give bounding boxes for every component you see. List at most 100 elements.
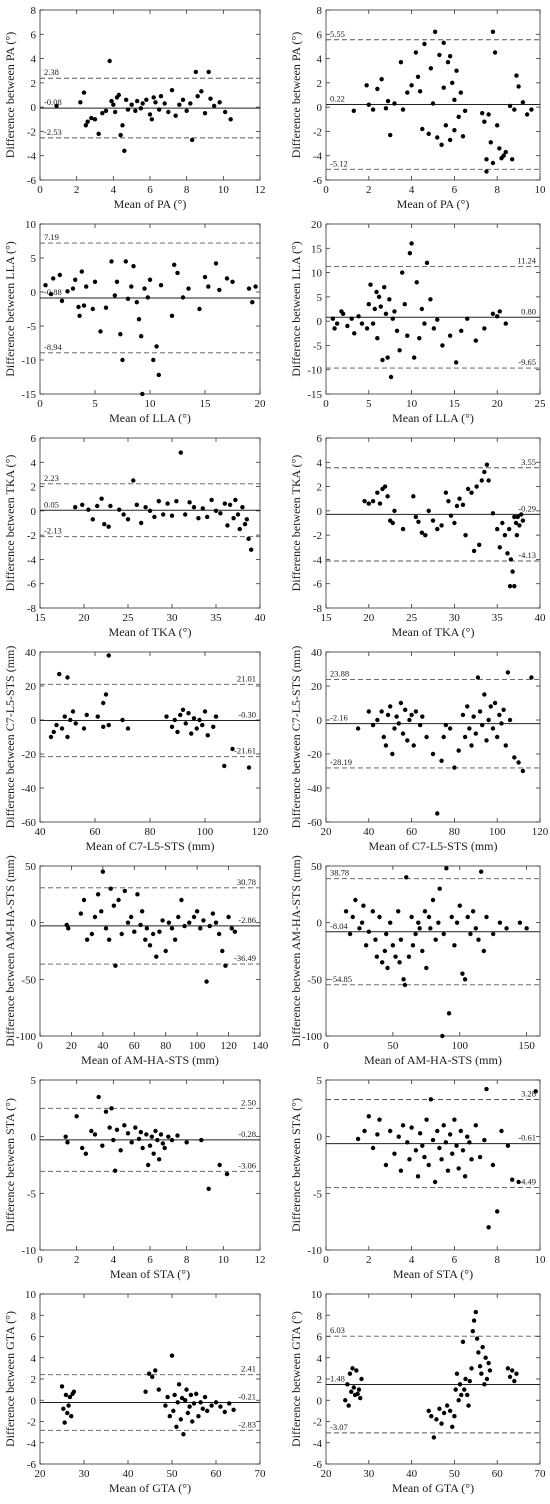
data-point xyxy=(209,1403,214,1408)
data-point xyxy=(84,937,90,942)
data-point xyxy=(392,309,397,314)
y-tick-label: -6 xyxy=(313,175,323,187)
data-point xyxy=(402,301,407,307)
data-point xyxy=(401,977,406,982)
data-point xyxy=(462,108,468,113)
data-point xyxy=(113,963,118,968)
data-point xyxy=(392,101,397,106)
data-point xyxy=(197,717,202,723)
x-tick-label: 40 xyxy=(97,1040,109,1052)
data-point xyxy=(125,517,131,522)
data-point xyxy=(176,1382,182,1387)
data-point xyxy=(470,1328,476,1334)
data-point xyxy=(405,90,410,95)
y-tick-label: -4 xyxy=(313,1438,323,1450)
data-point xyxy=(364,83,369,88)
data-point xyxy=(437,1145,442,1151)
y-tick-label: 2 xyxy=(31,1374,37,1386)
x-tick-label: 40 xyxy=(123,1468,135,1480)
data-point xyxy=(490,29,496,35)
data-point xyxy=(366,102,371,107)
data-point xyxy=(382,284,387,290)
data-point xyxy=(362,498,367,504)
data-point xyxy=(120,123,125,128)
data-point xyxy=(398,700,404,706)
data-point xyxy=(409,1125,414,1130)
x-tick-label: 2 xyxy=(366,184,372,196)
x-tick-label: 80 xyxy=(160,1040,172,1052)
data-point xyxy=(139,334,144,339)
data-point xyxy=(195,94,200,99)
data-point xyxy=(518,512,524,517)
data-point xyxy=(62,1420,67,1425)
x-tick-label: 10 xyxy=(218,184,230,196)
data-point xyxy=(77,313,82,318)
data-point xyxy=(481,948,487,954)
data-point xyxy=(377,501,383,506)
data-point xyxy=(350,1366,355,1371)
data-point xyxy=(392,1151,397,1156)
data-point xyxy=(447,53,453,59)
data-point xyxy=(507,717,513,723)
data-point xyxy=(151,95,156,100)
data-point xyxy=(502,532,508,538)
y-tick-label: -6 xyxy=(313,579,323,591)
data-point xyxy=(246,286,252,291)
mean-bias-label: 1.48 xyxy=(330,1374,345,1384)
data-point xyxy=(471,548,477,554)
data-point xyxy=(444,1403,450,1408)
x-tick-label: 30 xyxy=(449,612,461,624)
data-point xyxy=(443,123,449,128)
lower-loa-label: -4.49 xyxy=(518,1177,536,1187)
data-point xyxy=(467,1378,473,1384)
y-tick-label: 8 xyxy=(31,1310,37,1322)
chart-panel-2: 0 2 4 6 8 10 -6 -4 -2 0 2 4 6 8 5.55 0.22 -5.12 Mean of P… xyxy=(289,5,546,211)
data-point xyxy=(385,965,390,971)
data-point xyxy=(424,734,429,740)
data-point xyxy=(169,1137,175,1143)
lower-loa-label: -54.85 xyxy=(330,974,352,984)
mean-bias-label: 0.22 xyxy=(330,93,345,103)
data-point xyxy=(202,274,208,280)
data-point xyxy=(354,1368,359,1373)
y-tick-label: 0 xyxy=(317,918,323,930)
data-point xyxy=(231,1407,236,1413)
y-tick-label: -10 xyxy=(307,365,322,377)
data-point xyxy=(191,914,197,920)
y-tick-label: 4 xyxy=(317,1353,323,1365)
data-point xyxy=(470,909,476,914)
data-point xyxy=(512,755,517,760)
data-point xyxy=(175,729,180,735)
y-tick-label: -5 xyxy=(27,1188,37,1200)
data-point xyxy=(430,1137,436,1143)
y-tick-label: -20 xyxy=(21,749,36,761)
data-point xyxy=(436,920,441,925)
data-point xyxy=(441,734,446,740)
data-point xyxy=(208,96,213,101)
x-tick-label: 60 xyxy=(211,1468,223,1480)
data-point xyxy=(231,515,236,521)
data-point xyxy=(100,1143,105,1148)
data-point xyxy=(450,1424,455,1430)
data-point xyxy=(109,1106,114,1111)
data-point xyxy=(66,926,71,931)
data-point xyxy=(246,536,251,541)
data-point xyxy=(95,714,100,719)
data-point xyxy=(396,909,401,914)
data-point xyxy=(202,709,208,714)
x-tick-label: 20 xyxy=(255,398,267,410)
data-point xyxy=(423,532,428,538)
data-point xyxy=(120,357,125,363)
data-point xyxy=(179,897,184,903)
data-point xyxy=(497,920,503,925)
data-point xyxy=(452,943,457,948)
data-point xyxy=(165,501,170,506)
data-point xyxy=(465,316,470,321)
data-point xyxy=(411,355,417,360)
data-point xyxy=(136,317,142,322)
data-point xyxy=(149,117,155,122)
data-point xyxy=(452,520,457,526)
data-point xyxy=(517,523,522,528)
data-point xyxy=(497,146,502,151)
x-tick-label: 15 xyxy=(449,398,461,410)
